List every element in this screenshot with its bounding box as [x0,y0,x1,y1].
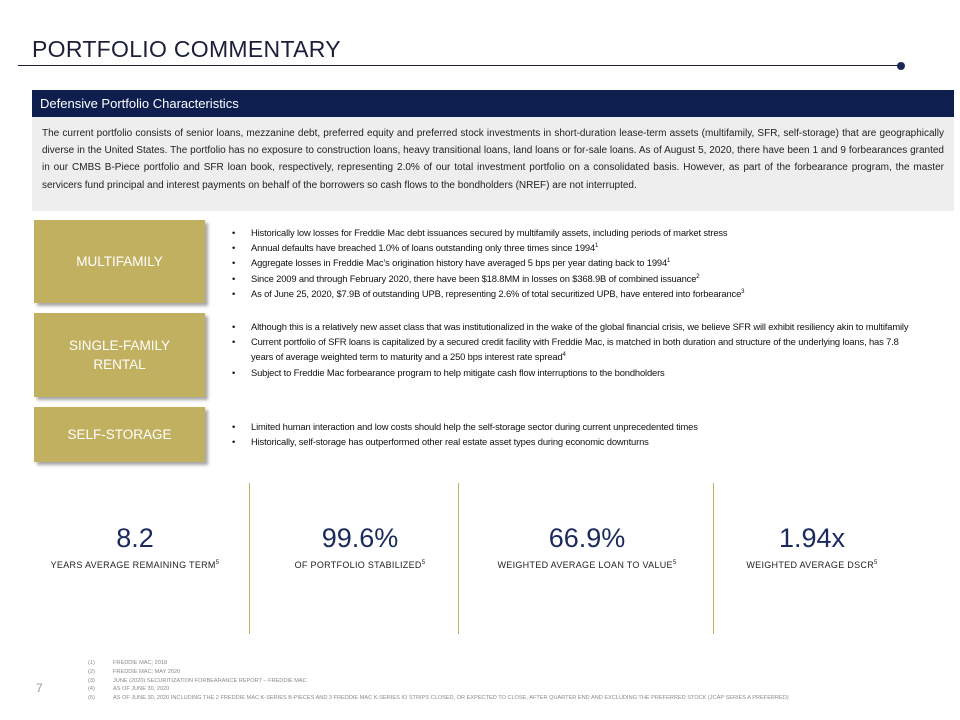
category-label: SELF-STORAGE [67,427,172,442]
list-item: Current portfolio of SFR loans is capita… [232,334,922,364]
stat-label: WEIGHTED AVERAGE DSCR5 [746,560,878,570]
category-box-multifamily: MULTIFAMILY [34,220,205,303]
stat-divider [458,483,459,634]
stat-divider [249,483,250,634]
list-item: As of June 25, 2020, $7.9B of outstandin… [232,286,922,301]
category-box-single-family-rental: SINGLE-FAMILY RENTAL [34,313,205,397]
footnote-ref: 5 [672,560,677,566]
footnote: (4) AS OF JUNE 30, 2020 [88,686,170,693]
stat-portfolio-stabilized: 99.6% OF PORTFOLIO STABILIZED5 [255,520,465,570]
footnote: (3) JUNE (2020) SECURITIZATION FORBEARANC… [88,677,307,684]
footnote-ref: 1 [667,258,671,265]
list-item: Since 2009 and through February 2020, th… [232,271,922,286]
title-rule [18,65,900,66]
footnote-ref: 5 [421,560,426,566]
defensive-section-header: Defensive Portfolio Characteristics [32,90,954,117]
stat-value: 99.6% [321,523,399,553]
footnote: (1) FREDDIE MAC; 2018 [88,660,168,666]
footnotes: (1) FREDDIE MAC; 2018 (2) FREDDIE MAC; MAY… [88,659,789,703]
stat-loan-to-value: 66.9% WEIGHTED AVERAGE LOAN TO VALUE5 [478,520,696,570]
stat-dscr: 1.94x WEIGHTED AVERAGE DSCR5 [724,520,900,570]
list-item: Aggregate losses in Freddie Mac’s origin… [232,255,922,270]
stat-label: OF PORTFOLIO STABILIZED5 [294,560,426,570]
defensive-section-body: The current portfolio consists of senior… [32,117,954,211]
footnote-ref: 5 [215,560,220,566]
list-item: Limited human interaction and low costs … [232,419,922,434]
category-label: SINGLE-FAMILY RENTAL [68,338,171,372]
footnote: (2) FREDDIE MAC; MAY 2020 [88,668,181,675]
stat-label: WEIGHTED AVERAGE LOAN TO VALUE5 [497,560,677,570]
category-label: MULTIFAMILY [76,254,163,269]
footnote-ref: 2 [696,273,700,280]
list-item: Subject to Freddie Mac forbearance progr… [232,365,922,380]
footnote-ref: 5 [874,560,878,566]
list-item: Although this is a relatively new asset … [232,319,922,334]
list-item: Historically low losses for Freddie Mac … [232,225,922,240]
multifamily-bullets: Historically low losses for Freddie Mac … [232,225,922,301]
list-item: Historically, self-storage has outperfor… [232,434,922,449]
footnote-ref: 4 [562,352,566,359]
stat-remaining-term: 8.2 YEARS AVERAGE REMAINING TERM5 [30,520,240,570]
footnote: (5) AS OF JUNE 30, 2020 INCLUDING THE 2 F… [88,695,789,702]
stat-label: YEARS AVERAGE REMAINING TERM5 [50,560,220,570]
page-number: 7 [36,681,43,695]
stat-value: 8.2 [116,523,154,553]
self-storage-bullets: Limited human interaction and low costs … [232,419,922,450]
single-family-rental-bullets: Although this is a relatively new asset … [232,319,922,380]
list-item: Annual defaults have breached 1.0% of lo… [232,240,922,255]
stat-value: 66.9% [548,523,626,553]
footnote-ref: 1 [595,243,599,250]
title-rule-dot [897,62,905,70]
stat-divider [713,483,714,634]
category-box-self-storage: SELF-STORAGE [34,407,205,462]
footnote-ref: 3 [741,288,745,295]
stat-value: 1.94x [778,523,846,553]
page-title: PORTFOLIO COMMENTARY [32,36,341,62]
